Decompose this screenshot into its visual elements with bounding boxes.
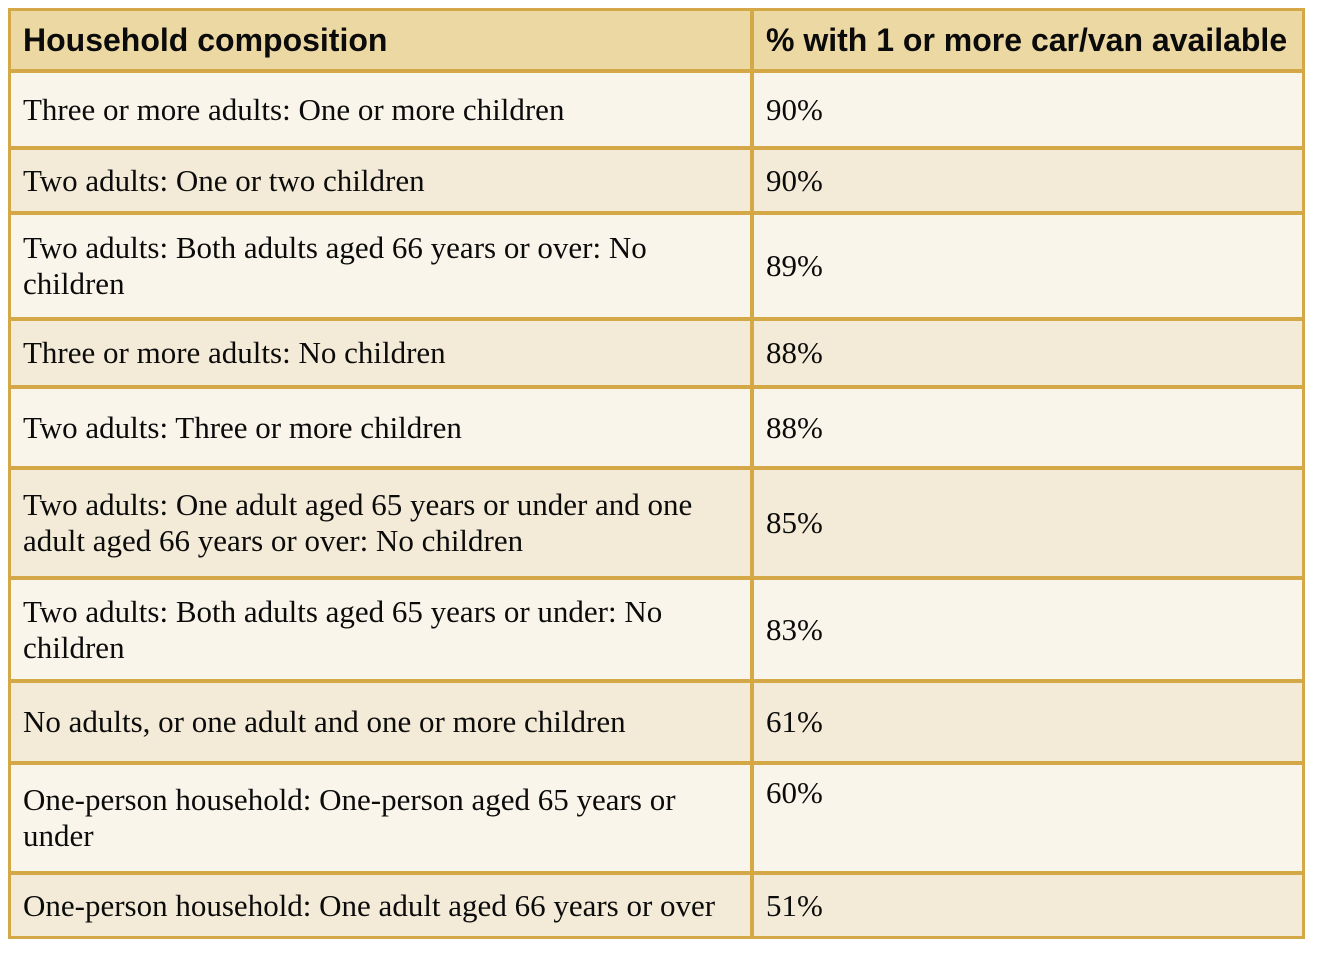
table-row: No adults, or one adult and one or more … xyxy=(9,681,1304,763)
car-van-availability-table: Household composition % with 1 or more c… xyxy=(8,8,1305,939)
table-row: Three or more adults: One or more childr… xyxy=(9,71,1304,148)
percent-cell: 60% xyxy=(752,763,1304,873)
percent-cell: 90% xyxy=(752,71,1304,148)
household-composition-cell: Two adults: Both adults aged 66 years or… xyxy=(9,213,752,319)
header-row: Household composition % with 1 or more c… xyxy=(9,9,1304,71)
table-row: Three or more adults: No children 88% xyxy=(9,319,1304,387)
table-row: Two adults: Both adults aged 66 years or… xyxy=(9,213,1304,319)
household-composition-cell: Two adults: One or two children xyxy=(9,148,752,213)
household-composition-cell: Three or more adults: No children xyxy=(9,319,752,387)
percent-cell: 85% xyxy=(752,468,1304,578)
percent-cell: 88% xyxy=(752,387,1304,468)
table-row: Two adults: One adult aged 65 years or u… xyxy=(9,468,1304,578)
column-header-car-van-available: % with 1 or more car/van available xyxy=(752,9,1304,71)
percent-cell: 88% xyxy=(752,319,1304,387)
household-composition-cell: Two adults: Both adults aged 65 years or… xyxy=(9,578,752,681)
household-composition-cell: One-person household: One adult aged 66 … xyxy=(9,873,752,938)
household-composition-cell: One-person household: One-person aged 65… xyxy=(9,763,752,873)
table-row: Two adults: Three or more children 88% xyxy=(9,387,1304,468)
household-composition-cell: No adults, or one adult and one or more … xyxy=(9,681,752,763)
table-row: One-person household: One adult aged 66 … xyxy=(9,873,1304,938)
household-composition-cell: Two adults: Three or more children xyxy=(9,387,752,468)
percent-cell: 89% xyxy=(752,213,1304,319)
table-row: Two adults: One or two children 90% xyxy=(9,148,1304,213)
table-row: One-person household: One-person aged 65… xyxy=(9,763,1304,873)
percent-cell: 51% xyxy=(752,873,1304,938)
percent-cell: 90% xyxy=(752,148,1304,213)
column-header-household-composition: Household composition xyxy=(9,9,752,71)
percent-cell: 83% xyxy=(752,578,1304,681)
percent-cell: 61% xyxy=(752,681,1304,763)
table-body: Three or more adults: One or more childr… xyxy=(9,71,1304,938)
household-composition-cell: Two adults: One adult aged 65 years or u… xyxy=(9,468,752,578)
table-header: Household composition % with 1 or more c… xyxy=(9,9,1304,71)
household-composition-cell: Three or more adults: One or more childr… xyxy=(9,71,752,148)
table-row: Two adults: Both adults aged 65 years or… xyxy=(9,578,1304,681)
